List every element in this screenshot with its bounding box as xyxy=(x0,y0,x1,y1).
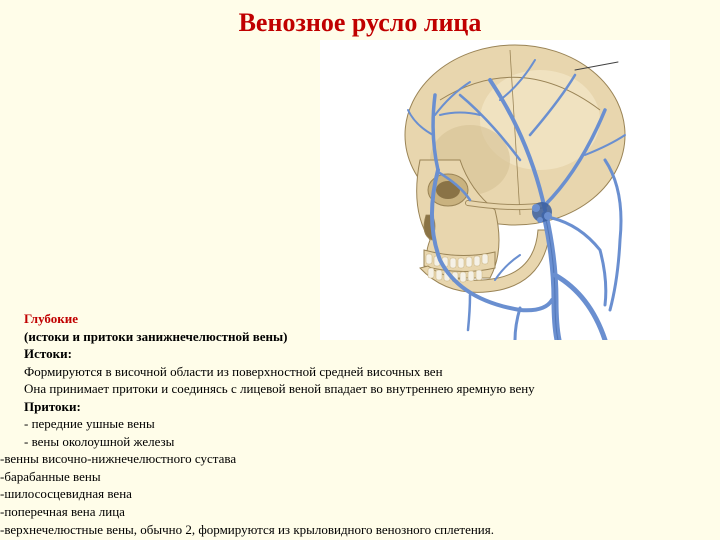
line-trib-2: - вены околоушной железы xyxy=(0,433,720,451)
text-block: Глубокие (истоки и притоки занижнечелюст… xyxy=(0,310,720,538)
line-trib-7: -верхнечелюстные вены, обычно 2, формиру… xyxy=(0,521,720,539)
line-trib-4: -барабанные вены xyxy=(0,468,720,486)
line-trib-1: - передние ушные вены xyxy=(0,415,720,433)
line-sources-1: Формируются в височной области из поверх… xyxy=(0,363,720,381)
line-trib-3: -венны височно-нижнечелюстного сустава xyxy=(0,450,720,468)
heading-deep: Глубокие xyxy=(0,310,720,328)
slide-title: Венозное русло лица xyxy=(0,8,720,38)
line-trib-6: -поперечная вена лица xyxy=(0,503,720,521)
heading-tributaries: Притоки: xyxy=(0,398,720,416)
line-sources-2: Она принимает притоки и соединясь с лице… xyxy=(0,380,720,398)
heading-sources: Истоки: xyxy=(0,345,720,363)
line-trib-5: -шилососцевидная вена xyxy=(0,485,720,503)
skull-veins-illustration xyxy=(320,40,670,340)
slide: Венозное русло лица xyxy=(0,0,720,540)
line-subtitle: (истоки и притоки занижнечелюстной вены) xyxy=(0,328,720,346)
